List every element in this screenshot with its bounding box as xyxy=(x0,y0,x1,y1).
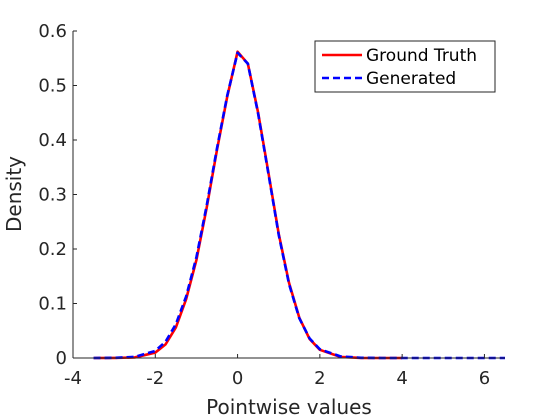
y-tick-label: 0.6 xyxy=(38,21,67,42)
x-axis-title: Pointwise values xyxy=(206,395,372,419)
x-tick-label: 2 xyxy=(314,368,325,389)
x-tick-label: -4 xyxy=(64,368,82,389)
legend-label-ground-truth: Ground Truth xyxy=(366,46,477,66)
x-tick-label: 6 xyxy=(479,368,490,389)
x-tick-label: 4 xyxy=(396,368,407,389)
y-tick-label: 0.2 xyxy=(38,239,67,260)
y-tick-label: 0 xyxy=(56,348,67,369)
x-tick-label: 0 xyxy=(232,368,243,389)
y-tick-label: 0.1 xyxy=(38,294,67,315)
y-axis-title: Density xyxy=(2,156,26,232)
series-line-ground-truth xyxy=(93,50,403,360)
legend-box xyxy=(314,40,496,93)
ticks-layer: -4 -2 0 2 4 6 0 0.1 0.2 0.3 0.4 0.5 0.6 xyxy=(38,21,490,389)
legend: Ground Truth Generated xyxy=(314,40,496,93)
y-tick-label: 0.4 xyxy=(38,130,67,151)
x-tick-label: -2 xyxy=(146,368,164,389)
legend-label-generated: Generated xyxy=(366,69,456,89)
y-tick-label: 0.5 xyxy=(38,76,67,97)
y-tick-label: 0.3 xyxy=(38,185,67,206)
